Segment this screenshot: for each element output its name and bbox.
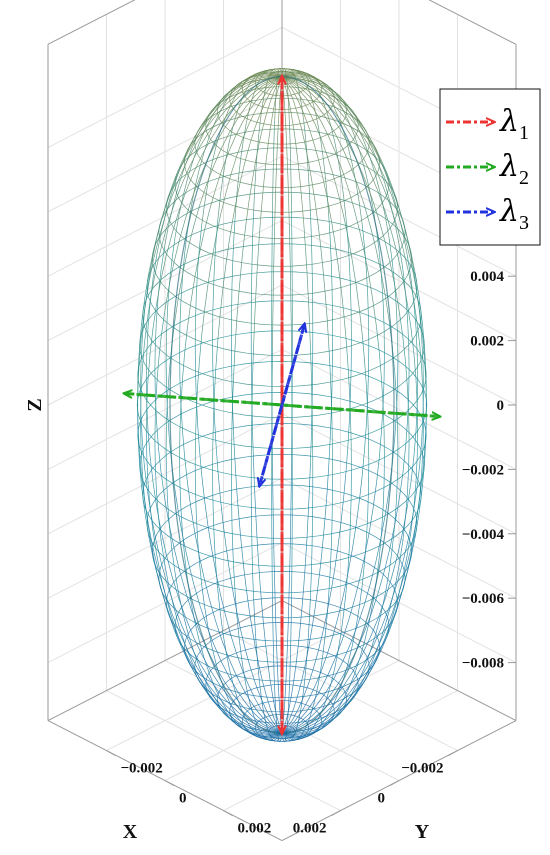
z-axis-label: Z [24, 398, 46, 411]
legend: λ1λ2λ3 [440, 89, 540, 245]
wireframe-meridian [272, 479, 273, 599]
wireframe-meridian [251, 478, 253, 598]
z-tick-label: −0.004 [462, 527, 505, 543]
y-tick-mark [224, 811, 233, 816]
wireframe-meridian [187, 210, 209, 328]
wireframe-meridian [364, 141, 389, 238]
wireframe-meridian [289, 225, 291, 348]
wireframe-meridian [235, 466, 246, 588]
wireframe-meridian [289, 599, 291, 690]
wireframe-meridian [254, 224, 261, 346]
x-tick-label: 0.002 [293, 821, 327, 837]
y-axis-label: Y [415, 821, 430, 843]
wireframe-meridian [272, 211, 273, 331]
wireframe-meridian [273, 120, 275, 210]
x-tick-mark [449, 751, 458, 756]
wireframe-meridian [354, 482, 376, 600]
wireframe-meridian [337, 634, 384, 707]
wireframe-meridian [318, 595, 329, 686]
wireframe-meridian [273, 599, 275, 690]
wireframe-meridian [235, 595, 246, 686]
y-tick-mark [107, 751, 116, 756]
wireframe-meridian [273, 462, 275, 585]
wireframe-meridian [382, 516, 413, 626]
y-tick-label: 0 [179, 791, 187, 807]
y-tick-mark [165, 781, 174, 786]
x-tick-mark [390, 781, 399, 786]
wireframe-meridian [202, 586, 221, 680]
z-tick-label: −0.008 [462, 656, 504, 672]
x-tick-label: 0 [378, 791, 386, 807]
wireframe-meridian [310, 212, 312, 332]
wireframe-meridian [346, 340, 351, 471]
z-tick-label: −0.002 [462, 462, 504, 478]
x-tick-mark [332, 811, 341, 816]
wireframe-meridian [382, 184, 413, 294]
wireframe-meridian [354, 210, 376, 328]
x-tick-label: −0.002 [401, 761, 443, 777]
wireframe-meridian [318, 124, 329, 215]
wireframe-meridian [346, 340, 351, 471]
z-tick-label: 0.002 [470, 334, 504, 350]
wireframe-meridian [151, 516, 182, 626]
wireframe-meridian [213, 340, 218, 471]
wireframe-meridian [202, 131, 221, 225]
wireframe-meridian [151, 184, 182, 294]
wireframe-meridian [318, 466, 329, 588]
wireframe-meridian [235, 124, 246, 215]
wireframe-meridian [310, 478, 312, 598]
y-tick-label: 0.002 [238, 821, 272, 837]
wireframe-meridian [175, 141, 200, 238]
wireframe-meridian [213, 340, 218, 471]
wireframe-meridian [343, 131, 362, 225]
wireframe-meridian [273, 225, 275, 348]
wireframe-meridian [251, 212, 253, 332]
wireframe-meridian [289, 462, 291, 585]
wireframe-meridian [304, 464, 311, 586]
wireframe-meridian [180, 634, 227, 707]
wireframe-meridian [289, 120, 291, 210]
wireframe-meridian [292, 479, 293, 599]
z-tick-label: −0.006 [462, 591, 505, 607]
z-tick-label: 0.004 [470, 269, 504, 285]
x-axis-label: X [123, 821, 138, 843]
wireframe-meridian [187, 482, 209, 600]
wireframe-meridian [343, 586, 362, 680]
z-tick-label: 0 [497, 398, 505, 414]
y-tick-label: −0.002 [121, 761, 163, 777]
wireframe-meridian [292, 211, 293, 331]
